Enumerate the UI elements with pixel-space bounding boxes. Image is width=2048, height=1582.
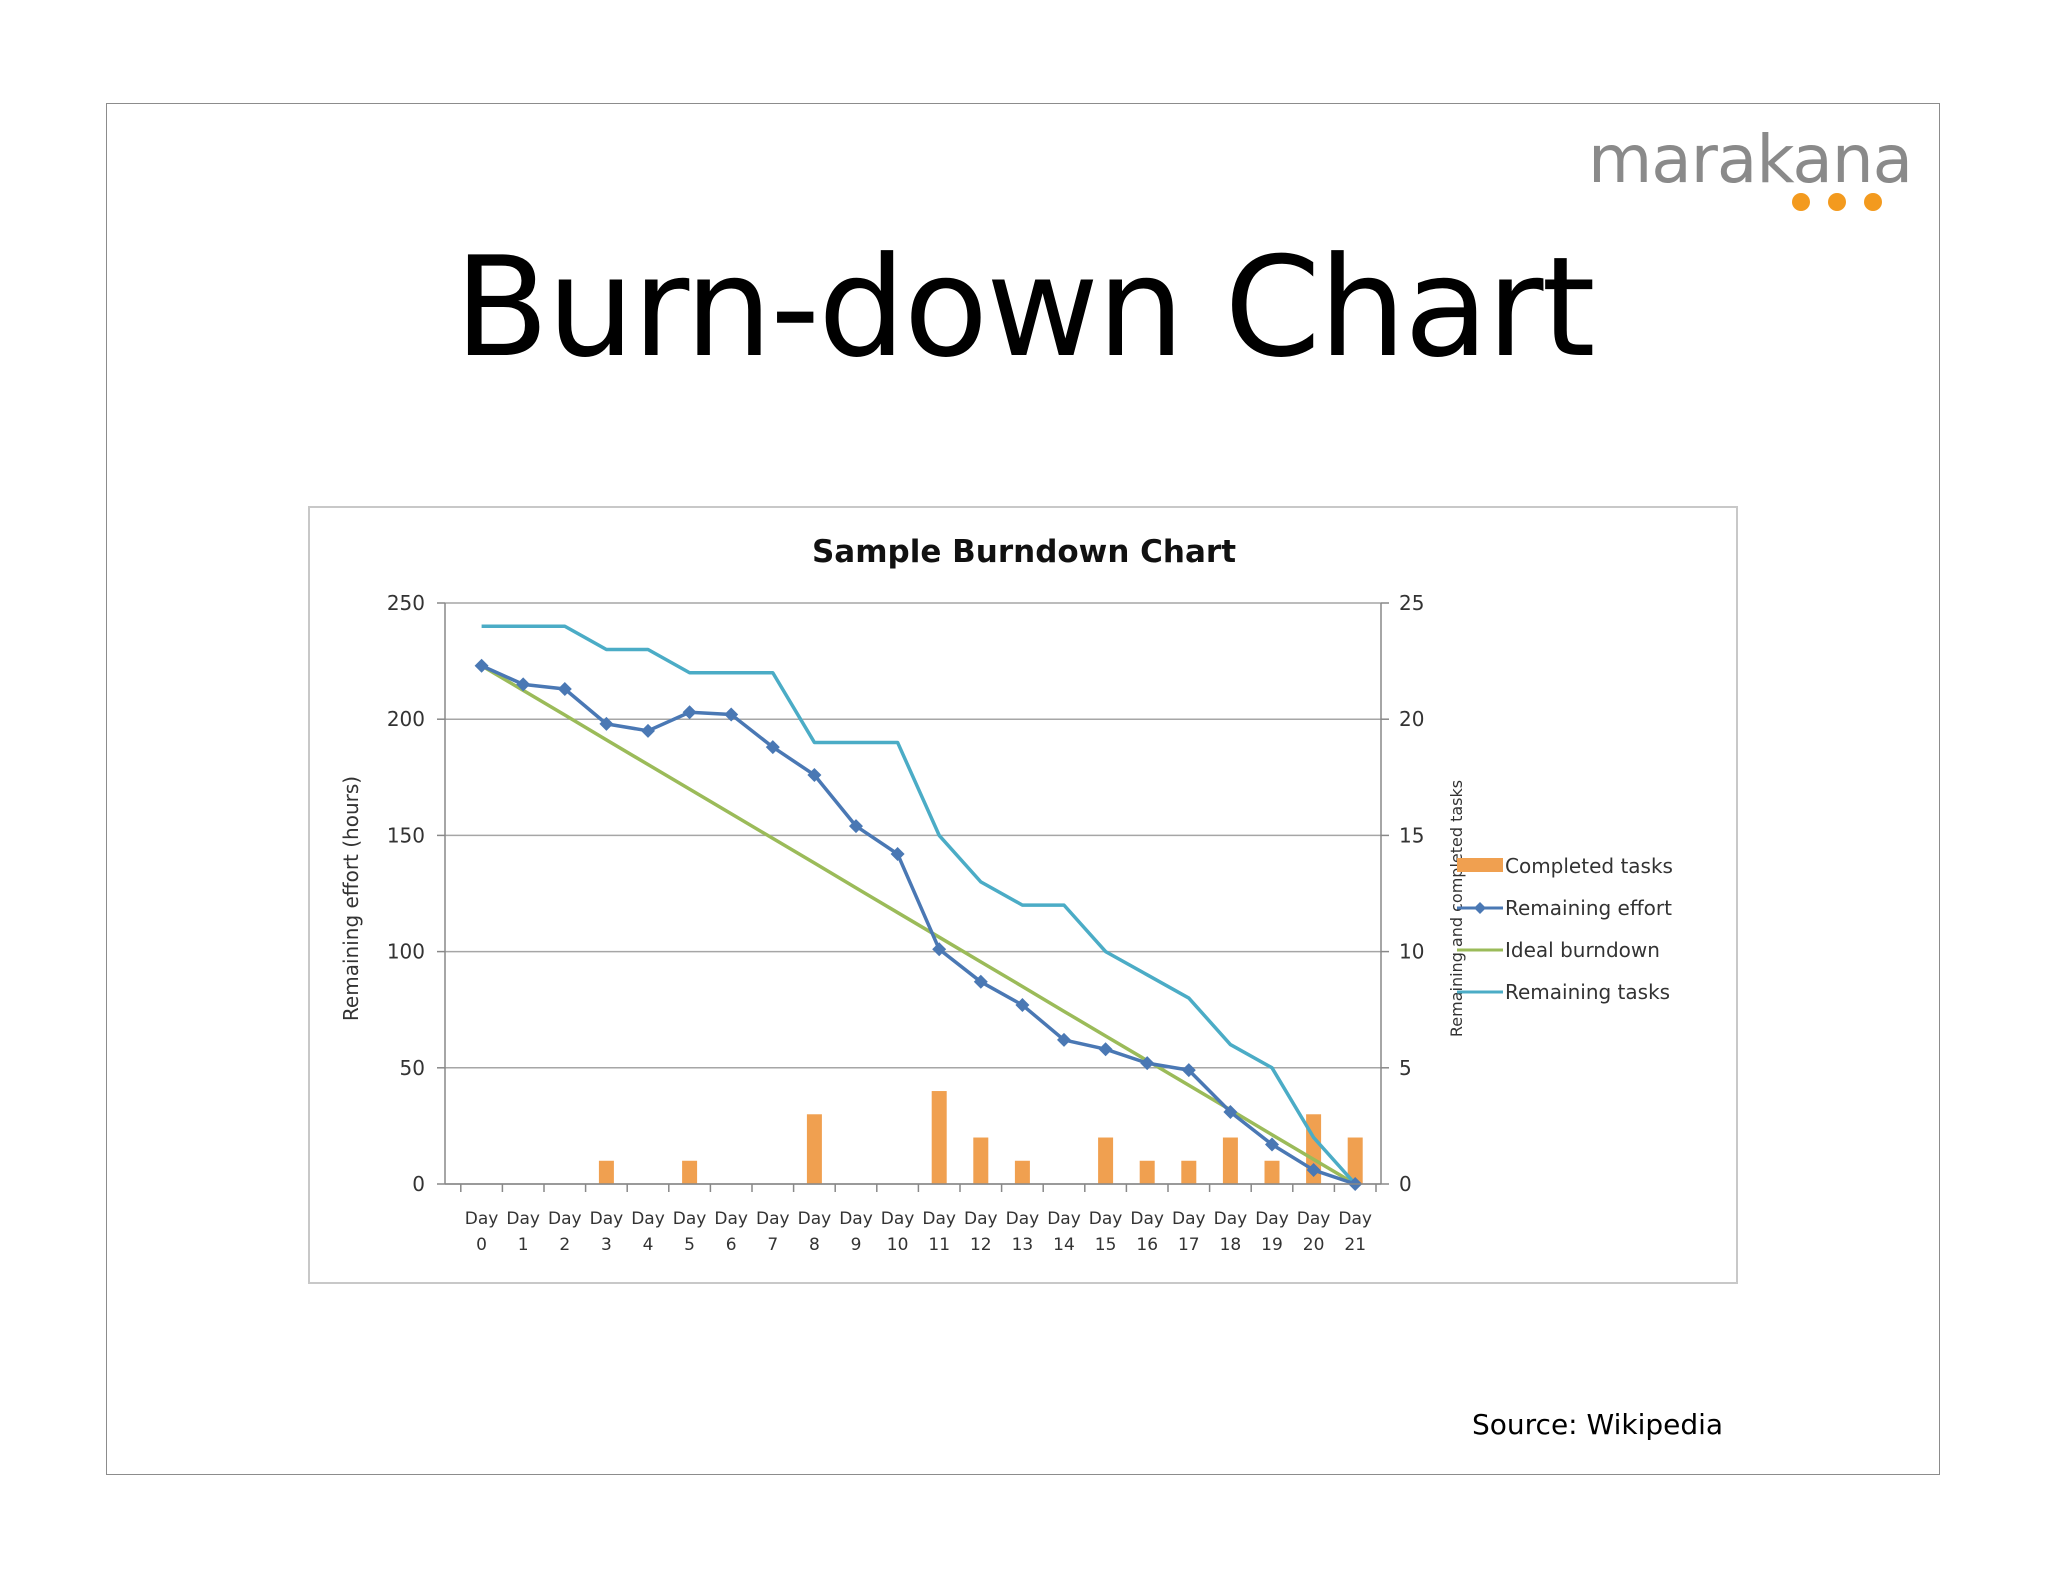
- legend-label: Ideal burndown: [1505, 938, 1660, 962]
- x-tick-label: Day 19: [1255, 1209, 1289, 1255]
- x-tick-label: Day 3: [590, 1209, 624, 1255]
- y-tick-label: 50: [400, 1056, 425, 1080]
- remaining-effort-marker: [765, 740, 780, 755]
- remaining-effort-marker: [1015, 998, 1030, 1013]
- x-tick-label: Day 8: [798, 1209, 832, 1255]
- y-tick-label: 0: [412, 1172, 425, 1196]
- remaining-effort-marker: [641, 723, 655, 738]
- y-tick-label: 200: [387, 707, 425, 731]
- logo-dot: [1792, 193, 1810, 211]
- remaining-effort-marker: [932, 942, 947, 957]
- y-tick-label: 100: [387, 940, 425, 964]
- x-tick-label: Day 21: [1338, 1209, 1372, 1255]
- logo-dot: [1828, 193, 1846, 211]
- logo-dot: [1864, 193, 1882, 211]
- legend-label: Completed tasks: [1505, 854, 1673, 878]
- y2-axis-title: Remaining and completed tasks: [1447, 780, 1466, 1037]
- completed-tasks-bar: [973, 1137, 989, 1184]
- completed-tasks-bar: [806, 1114, 822, 1184]
- x-tick-label: Day 5: [673, 1209, 707, 1255]
- remaining-effort-marker: [849, 819, 863, 834]
- x-tick-label: Day 10: [881, 1209, 915, 1255]
- x-tick-label: Day 17: [1172, 1209, 1206, 1255]
- remaining-effort-marker: [1265, 1137, 1279, 1152]
- burndown-chart: Sample Burndown Chart 0 50 100 150 200 250 0 5 1…: [339, 534, 1673, 1255]
- x-tick-label: Day 12: [964, 1209, 998, 1255]
- remaining-effort-marker: [890, 846, 905, 861]
- chart-title: Sample Burndown Chart: [812, 534, 1236, 570]
- x-tick-label: Day 2: [548, 1209, 582, 1255]
- x-tick-label: Day 18: [1214, 1209, 1248, 1255]
- completed-tasks-bar: [1181, 1160, 1197, 1184]
- x-tick-label: Day 11: [922, 1209, 956, 1255]
- remaining-effort-marker: [557, 681, 572, 696]
- y2-tick-label: 25: [1399, 591, 1424, 615]
- remaining-effort-marker: [682, 705, 697, 720]
- remaining-effort-marker: [1140, 1056, 1155, 1071]
- completed-tasks-bar: [1014, 1160, 1030, 1184]
- y2-tick-label: 20: [1399, 707, 1424, 731]
- completed-tasks-bar: [1139, 1160, 1155, 1184]
- y2-tick-label: 5: [1399, 1056, 1412, 1080]
- remaining-effort-marker: [973, 974, 988, 989]
- remaining-effort-line: [480, 664, 1356, 1186]
- x-tick-label: Day 20: [1297, 1209, 1331, 1255]
- marakana-logo: marakana: [1588, 127, 1913, 227]
- remaining-tasks-line: [481, 624, 1357, 1186]
- x-tick-label: Day 16: [1130, 1209, 1164, 1255]
- slide-title: Burn-down Chart: [454, 227, 1595, 388]
- x-tick-label: Day 4: [631, 1209, 665, 1255]
- y2-tick-label: 10: [1399, 940, 1424, 964]
- remaining-effort-marker: [516, 677, 531, 692]
- ideal-burndown-line: [480, 664, 1357, 1186]
- y-tick-label: 250: [387, 591, 425, 615]
- legend-label: Remaining effort: [1505, 896, 1672, 920]
- legend-swatch-completed-tasks: [1457, 858, 1503, 872]
- completed-tasks-bar: [682, 1160, 698, 1184]
- remaining-effort-marker: [1223, 1104, 1238, 1119]
- legend-label: Remaining tasks: [1505, 980, 1670, 1004]
- y-axis-title: Remaining effort (hours): [339, 776, 363, 1021]
- completed-tasks-bar: [1264, 1160, 1280, 1184]
- remaining-effort-marker: [1098, 1042, 1113, 1057]
- completed-tasks-bar: [598, 1160, 614, 1184]
- remaining-effort-marker: [724, 707, 739, 722]
- x-tick-label: Day 13: [1006, 1209, 1040, 1255]
- y-tick-label: 150: [387, 823, 425, 847]
- x-tick-label: Day 14: [1047, 1209, 1081, 1255]
- remaining-effort-marker: [807, 767, 822, 782]
- logo-wordmark: marakana: [1588, 121, 1913, 198]
- remaining-effort-marker: [1181, 1063, 1196, 1078]
- completed-tasks-bar: [931, 1091, 947, 1184]
- legend-marker: [1474, 902, 1486, 914]
- completed-tasks-bar: [1222, 1137, 1238, 1184]
- x-tick-label: Day 7: [756, 1209, 790, 1255]
- x-tick-label: Day 0: [465, 1209, 499, 1255]
- y2-tick-label: 15: [1399, 823, 1424, 847]
- y2-tick-label: 0: [1399, 1172, 1412, 1196]
- remaining-effort-marker: [474, 658, 489, 673]
- x-tick-label: Day 15: [1089, 1209, 1123, 1255]
- source-credit: Source: Wikipedia: [1472, 1408, 1724, 1441]
- remaining-effort-marker: [1057, 1032, 1071, 1047]
- completed-tasks-bar: [1098, 1137, 1114, 1184]
- remaining-effort-marker: [1306, 1163, 1321, 1178]
- x-tick-label: Day 6: [714, 1209, 748, 1255]
- remaining-effort-marker: [599, 716, 614, 731]
- completed-tasks-bar: [1347, 1137, 1363, 1184]
- x-tick-label: Day 1: [506, 1209, 540, 1255]
- x-tick-label: Day 9: [839, 1209, 873, 1255]
- chart-frame: Sample Burndown Chart 0 50 100 150 200 250 0 5 1…: [308, 506, 1738, 1284]
